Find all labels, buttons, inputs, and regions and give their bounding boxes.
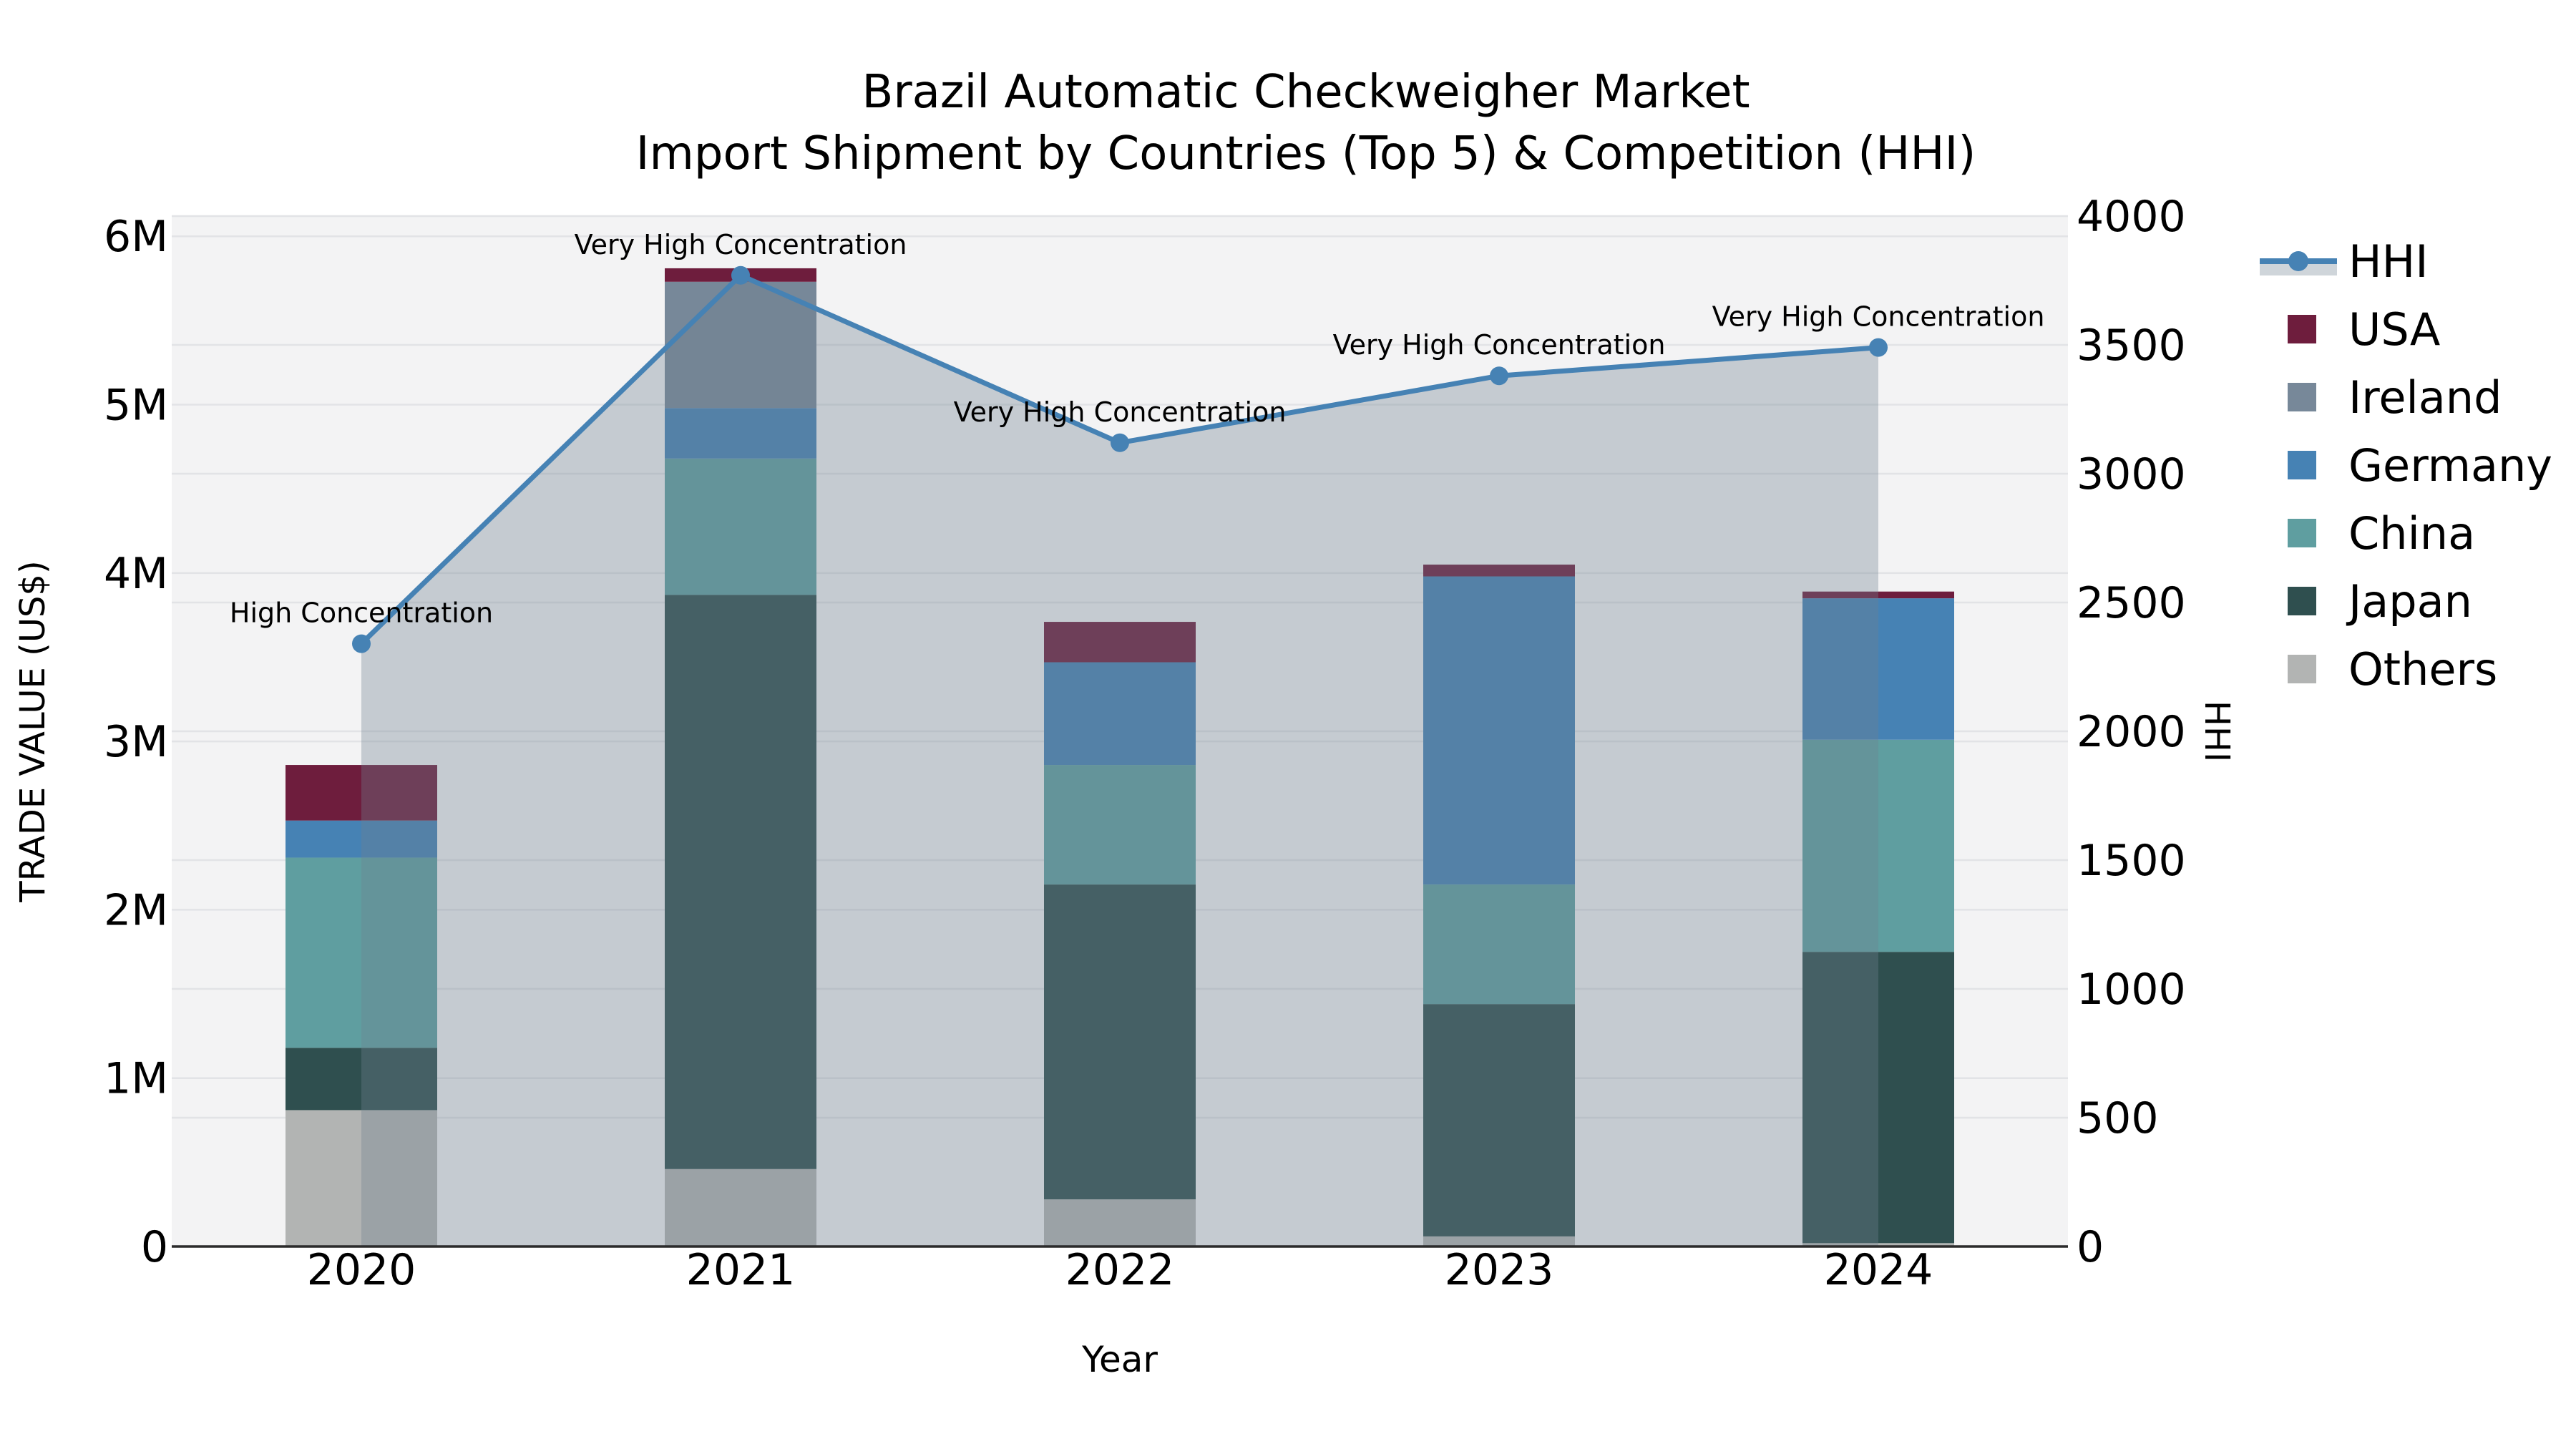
- x-tick-2024: 2024: [1824, 1245, 1933, 1295]
- right-tick-labels: 0 500 1000 1500 2000 2500 3000 3500 4000: [2077, 192, 2186, 1272]
- hhi-point-2020: [352, 634, 371, 653]
- bar-segment-china-2021: [665, 458, 816, 595]
- x-tick-2022: 2022: [1065, 1245, 1175, 1295]
- left-axis-label: TRADE VALUE (US$): [13, 560, 53, 902]
- x-tick-2023: 2023: [1445, 1245, 1554, 1295]
- right-tick-3000: 3000: [2077, 449, 2186, 499]
- right-tick-3500: 3500: [2077, 321, 2186, 371]
- annotation-2020: High Concentration: [230, 597, 493, 629]
- legend-label-others: Others: [2348, 643, 2497, 696]
- hhi-annotations: High Concentration Very High Concentratio…: [230, 229, 2045, 629]
- bar-segment-china-2024: [1802, 739, 1954, 952]
- right-tick-0: 0: [2077, 1222, 2104, 1272]
- x-axis-label: Year: [1081, 1339, 1158, 1380]
- bar-segment-others-2023: [1423, 1236, 1575, 1246]
- legend-swatch-japan: [2288, 587, 2316, 615]
- hhi-area-fill: [361, 275, 1878, 1246]
- legend-swatch-ireland: [2288, 383, 2316, 411]
- left-tick-3M: 3M: [104, 717, 168, 767]
- hhi-point-2024: [1869, 338, 1888, 357]
- legend-label-ireland: Ireland: [2348, 371, 2502, 424]
- legend-label-japan: Japan: [2346, 575, 2472, 628]
- bar-segment-china-2020: [286, 857, 437, 1048]
- bar-segment-usa-2022: [1044, 622, 1196, 663]
- hhi-point-2021: [731, 265, 750, 285]
- bar-segment-germany-2020: [286, 820, 437, 858]
- stacked-bars: [286, 268, 1954, 1246]
- x-tick-labels: 2020 2021 2022 2023 2024: [307, 1245, 1933, 1295]
- bar-segment-japan-2021: [665, 595, 816, 1169]
- left-tick-0: 0: [141, 1222, 168, 1272]
- bar-segment-japan-2024: [1802, 952, 1954, 1244]
- legend: HHI USA Ireland Germany China Japan Others: [2260, 235, 2552, 696]
- right-tick-1000: 1000: [2077, 965, 2186, 1015]
- chart-title-line2: Import Shipment by Countries (Top 5) & C…: [636, 127, 1976, 180]
- left-tick-6M: 6M: [104, 212, 168, 262]
- chart-title-line1: Brazil Automatic Checkweigher Market: [862, 66, 1750, 119]
- bar-segment-china-2023: [1423, 884, 1575, 1005]
- legend-label-china: China: [2348, 507, 2475, 560]
- left-tick-4M: 4M: [104, 549, 168, 599]
- bar-segment-germany-2023: [1423, 576, 1575, 885]
- hhi-markers: [352, 265, 1888, 653]
- annotation-2021: Very High Concentration: [575, 229, 907, 260]
- left-tick-2M: 2M: [104, 885, 168, 935]
- right-tick-500: 500: [2077, 1093, 2159, 1143]
- left-tick-1M: 1M: [104, 1054, 168, 1104]
- legend-swatch-germany: [2288, 451, 2316, 479]
- hhi-point-2022: [1111, 433, 1129, 452]
- legend-hhi-marker-sample: [2288, 251, 2308, 271]
- legend-label-usa: USA: [2348, 303, 2440, 356]
- bar-segment-china-2022: [1044, 765, 1196, 885]
- bar-segment-others-2024: [1802, 1243, 1954, 1246]
- right-tick-2000: 2000: [2077, 707, 2186, 757]
- legend-label-hhi: HHI: [2348, 235, 2429, 288]
- left-tick-labels: 0 1M 2M 3M 4M 5M 6M: [104, 212, 168, 1272]
- bar-segment-germany-2021: [665, 408, 816, 459]
- bar-segment-germany-2024: [1802, 598, 1954, 740]
- annotation-2022: Very High Concentration: [954, 396, 1287, 428]
- bar-segment-japan-2022: [1044, 884, 1196, 1200]
- bar-segment-usa-2023: [1423, 565, 1575, 577]
- legend-swatch-others: [2288, 655, 2316, 683]
- legend-swatch-usa: [2288, 315, 2316, 343]
- bar-segment-others-2020: [286, 1110, 437, 1246]
- bar-segment-others-2022: [1044, 1199, 1196, 1246]
- bar-segment-japan-2020: [286, 1048, 437, 1111]
- left-tick-5M: 5M: [104, 381, 168, 431]
- bar-segment-others-2021: [665, 1169, 816, 1246]
- bar-segment-usa-2024: [1802, 591, 1954, 599]
- hhi-point-2023: [1490, 366, 1508, 386]
- bar-segment-usa-2020: [286, 765, 437, 821]
- right-tick-4000: 4000: [2077, 192, 2186, 242]
- bar-segment-ireland-2021: [665, 281, 816, 409]
- right-tick-2500: 2500: [2077, 578, 2186, 628]
- annotation-2023: Very High Concentration: [1333, 329, 1666, 361]
- bar-segment-germany-2022: [1044, 662, 1196, 766]
- x-tick-2021: 2021: [686, 1245, 796, 1295]
- right-axis-label: HHI: [2197, 701, 2237, 762]
- bar-segment-japan-2023: [1423, 1004, 1575, 1236]
- annotation-2024: Very High Concentration: [1712, 301, 2045, 333]
- legend-label-germany: Germany: [2348, 439, 2552, 492]
- legend-swatch-china: [2288, 519, 2316, 547]
- x-tick-2020: 2020: [307, 1245, 416, 1295]
- right-tick-1500: 1500: [2077, 836, 2186, 886]
